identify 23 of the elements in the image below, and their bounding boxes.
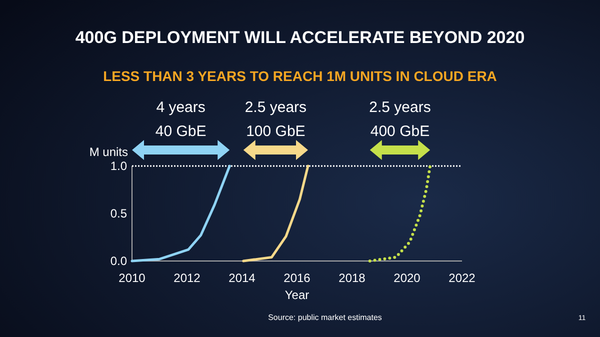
x-tick-label: 2020 — [394, 271, 421, 285]
x-axis-title: Year — [284, 288, 310, 302]
series-label: 400 GbE — [370, 123, 430, 140]
y-axis-title: M units — [89, 145, 128, 159]
y-tick-label: 0.5 — [110, 206, 128, 221]
chart-subtitle: LESS THAN 3 YEARS TO REACH 1M UNITS IN CLOUD ERA — [103, 68, 497, 84]
y-tick-label: 0.0 — [110, 254, 128, 268]
text: 40 GbE — [155, 123, 206, 140]
x-tick-label: 2010 — [118, 271, 146, 285]
text: 4 years — [156, 99, 206, 116]
line-series — [242, 164, 310, 262]
series-label: 100 GbE — [246, 123, 306, 140]
line-series — [368, 164, 432, 262]
source-note: Source: public market estimates — [268, 313, 382, 322]
y-tick-label: 1.0 — [110, 159, 128, 174]
x-tick-label: 2012 — [174, 271, 201, 285]
chart-title: 400G DEPLOYMENT WILL ACCELERATE BEYOND 2020 — [75, 28, 525, 47]
x-tick-label: 2018 — [338, 271, 366, 285]
text: 2.5 years — [244, 99, 307, 116]
x-tick-label: 2014 — [228, 271, 256, 285]
x-tick-label: 2022 — [448, 271, 476, 285]
x-tick-label: 2016 — [284, 271, 311, 285]
text: 2.5 years — [369, 99, 431, 116]
